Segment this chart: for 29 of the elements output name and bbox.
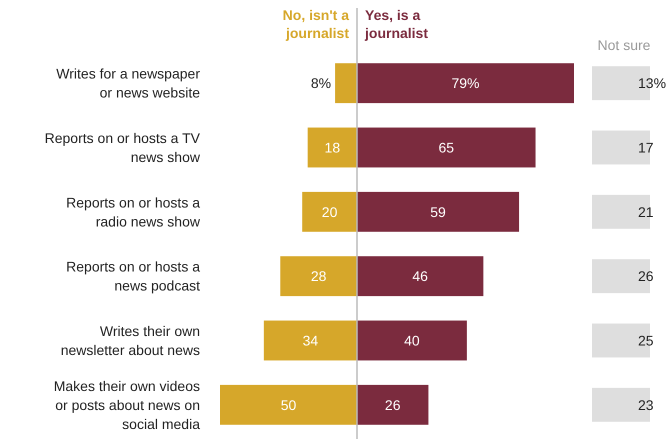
y-tick-label: Reports on or hosts a news podcast <box>66 258 200 294</box>
data-label: 46 <box>412 268 428 284</box>
data-label: 26 <box>384 396 401 413</box>
data-label: 65 <box>438 140 454 156</box>
data-label: 20 <box>322 204 338 220</box>
data-label: 25 <box>638 332 654 348</box>
data-label: 13% <box>638 75 666 92</box>
y-tick-label: Writes their own newsletter about news <box>60 323 200 358</box>
series-label: No, isn't a journalist <box>282 7 350 41</box>
data-label: 26 <box>638 268 654 284</box>
y-tick-label: Reports on or hosts a TV news show <box>44 130 201 165</box>
data-label: 50 <box>280 396 296 413</box>
x-tick-label: Not sure <box>598 37 651 53</box>
bar <box>308 128 357 168</box>
data-label: 8% <box>310 75 332 92</box>
y-tick-label: Writes for a newspaper or news website <box>56 66 200 101</box>
data-label: 21 <box>638 204 654 220</box>
series-label: Yes, is a journalist <box>364 7 428 41</box>
y-tick-label: Reports on or hosts a radio news show <box>66 194 201 230</box>
data-label: 17 <box>638 140 654 156</box>
data-label: 34 <box>302 332 318 348</box>
data-label: 40 <box>404 332 420 348</box>
y-tick-label: Makes their own videos or posts about news on social media <box>54 378 200 432</box>
data-label: 59 <box>430 204 446 220</box>
bar <box>335 63 357 104</box>
data-label: 28 <box>310 268 327 284</box>
data-label: 18 <box>324 140 340 156</box>
data-label: 23 <box>638 396 654 413</box>
data-label: 79% <box>451 75 480 92</box>
